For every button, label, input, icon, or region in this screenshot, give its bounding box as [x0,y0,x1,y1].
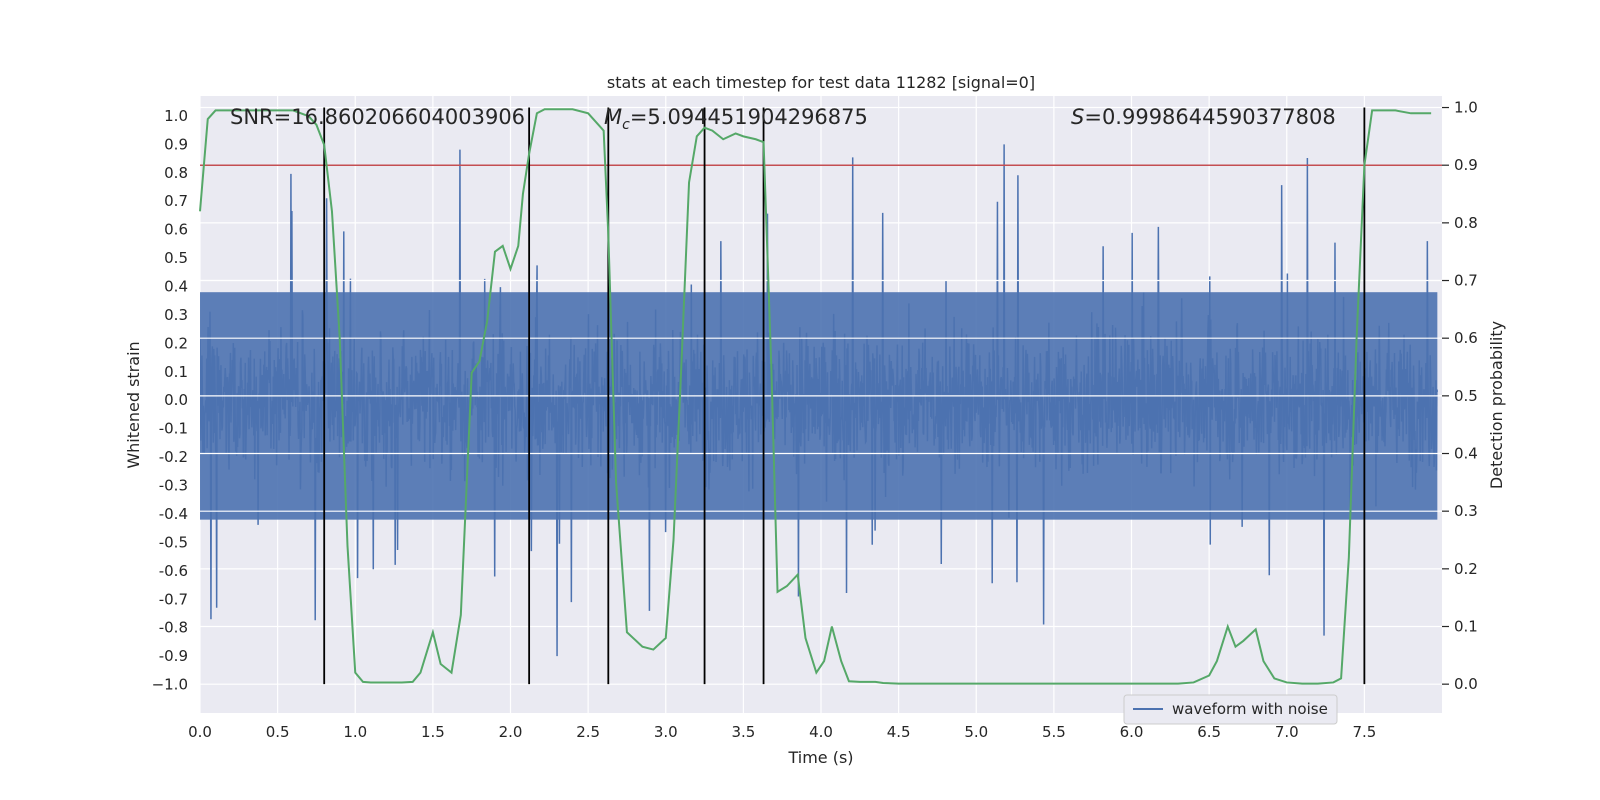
y-tick-label-left: 0.0 [164,391,188,409]
x-tick-label: 2.5 [576,723,600,741]
x-ticks: 0.0 0.5 1.0 1.5 2.0 2.5 3.0 3.5 4.0 4.5 5.0 5.5 6.0 6… [188,723,1376,741]
x-tick-label: 4.5 [887,723,911,741]
snr-annotation: SNR=16.860206604003906 [230,105,525,129]
waveform-core [200,292,1438,520]
y-tick-label-right: 0.6 [1454,329,1478,347]
y-tick-label-left: -0.4 [159,505,188,523]
y-tick-label-left: -0.1 [159,420,188,438]
score-annotation: S=0.9998644590377808 [1071,105,1336,129]
y-tick-label-right: 0.5 [1454,387,1478,405]
y-axis-label-left: Whitened strain [124,341,143,468]
y-ticks-left: 1.0 0.9 0.8 0.7 0.6 0.5 0.4 0.3 0.2 0.1 0.0 -0.1 -0.… [152,107,188,694]
y-tick-label-left: 0.9 [164,135,188,153]
event-markers [323,107,1366,685]
x-tick-label: 7.5 [1352,723,1376,741]
legend-label-waveform: waveform with noise [1172,700,1328,718]
legend-box [1123,694,1338,725]
y-ticks-right: 1.0 0.9 0.8 0.7 0.6 0.5 0.4 0.3 0.2 0.1 0.0 [1442,99,1478,693]
y-tick-label-left: -0.5 [159,533,188,551]
x-tick-label: 0.0 [188,723,212,741]
y-tick-label-left: -0.9 [159,647,188,665]
y-tick-label-right: 0.8 [1454,214,1478,232]
x-axis-label: Time (s) [787,748,853,767]
y-tick-label-left: 0.8 [164,164,188,182]
x-tick-label: 6.0 [1120,723,1144,741]
y-tick-label-right: 0.0 [1454,675,1478,693]
chirp-mass-value: =5.094451904296875 [630,105,868,129]
y-tick-label-left: 0.5 [164,249,188,267]
y-tick-label-left: 1.0 [164,107,188,125]
y-tick-label-left: -0.8 [159,619,188,637]
y-tick-label-left: 0.6 [164,221,188,239]
x-tick-label: 4.0 [809,723,833,741]
y-tick-label-left: 0.2 [164,334,188,352]
y-tick-label-right: 0.9 [1454,156,1478,174]
x-tick-label: 3.5 [731,723,755,741]
x-tick-label: 0.5 [266,723,290,741]
y-tick-label-right: 0.4 [1454,445,1478,463]
chirp-mass-subscript: c [622,117,630,133]
x-tick-label: 6.5 [1197,723,1221,741]
x-tick-label: 1.0 [343,723,367,741]
x-tick-label: 5.5 [1042,723,1066,741]
y-tick-label-right: 0.1 [1454,618,1478,636]
y-axis-label-right: Detection probability [1487,321,1506,489]
y-tick-label-left: 0.4 [164,278,188,296]
y-tick-label-left: 0.7 [164,192,188,210]
x-tick-label: 2.0 [499,723,523,741]
probability-series [199,108,1432,685]
y-tick-label-left: 0.3 [164,306,188,324]
chirp-mass-annotation: Mc=5.094451904296875 [604,105,868,133]
detection-probability-line [199,108,1432,685]
score-symbol: S [1071,105,1084,129]
x-tick-label: 5.0 [964,723,988,741]
y-tick-label-left: -0.2 [159,448,188,466]
x-tick-label: 7.0 [1275,723,1299,741]
x-tick-label: 3.0 [654,723,678,741]
y-tick-label-right: 0.2 [1454,560,1478,578]
y-tick-label-left: -0.6 [159,562,188,580]
legend: waveform with noise [1123,694,1338,725]
score-value: =0.9998644590377808 [1084,105,1335,129]
y-tick-label-right: 1.0 [1454,99,1478,117]
y-tick-label-left: -0.7 [159,590,188,608]
chart-title: stats at each timestep for test data 112… [607,73,1035,92]
chirp-mass-symbol: M [604,105,622,129]
y-tick-label-right: 0.7 [1454,272,1478,290]
waveform-series [200,144,1442,657]
y-tick-label-right: 0.3 [1454,502,1478,520]
y-tick-label-left: 0.1 [164,363,188,381]
x-tick-label: 1.5 [421,723,445,741]
y-tick-label-left: −1.0 [152,676,188,694]
y-tick-label-left: -0.3 [159,477,188,495]
